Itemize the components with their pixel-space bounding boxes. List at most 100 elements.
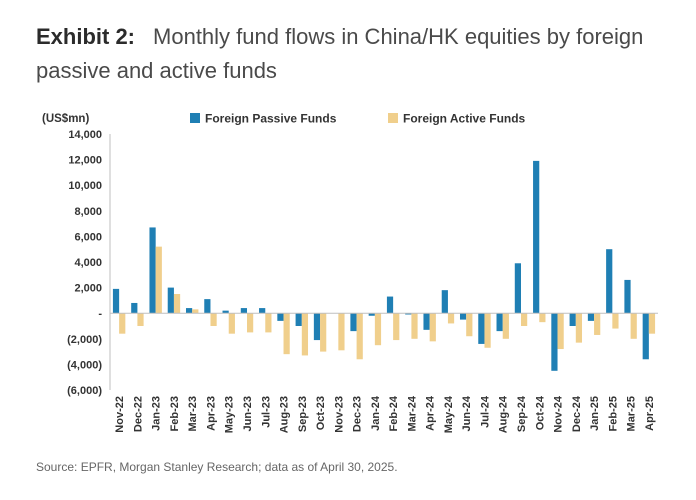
bar-passive-jul-23 [259,308,266,314]
x-tick-label: Apr-24 [425,395,437,431]
bar-passive-jun-23 [240,308,247,314]
legend-label-2: Foreign Active Funds [403,112,526,126]
source-note: Source: EPFR, Morgan Stanley Research; d… [36,460,398,474]
bar-active-may-23 [228,313,235,334]
x-tick-label: Jan-23 [151,396,163,431]
bar-passive-apr-25 [642,313,649,360]
x-tick-label: Dec-22 [132,396,144,432]
bar-active-apr-24 [429,313,436,342]
chart-area: (US$mn) Foreign Passive Funds Foreign Acti… [38,104,668,459]
y-tick-label: (2,000) [67,334,102,346]
bar-active-dec-23 [356,313,363,360]
y-axis-unit-label: (US$mn) [42,113,89,125]
bar-active-apr-25 [648,313,656,334]
x-tick-label: Jun-23 [242,396,254,431]
y-tick-label: 10,000 [68,180,102,192]
bar-passive-jan-24 [368,313,375,316]
bar-passive-apr-24 [423,313,430,330]
bar-passive-nov-22 [112,288,120,314]
x-tick-label: Jan-25 [589,396,601,431]
x-tick-label: Jul-23 [260,396,272,428]
y-tick-label: 12,000 [68,155,102,167]
x-tick-label: Dec-24 [571,395,583,432]
bar-passive-dec-24 [569,313,576,326]
y-tick-label: 14,000 [68,129,102,141]
bar-active-jul-24 [484,313,491,348]
bar-passive-feb-23 [167,287,174,314]
bar-active-nov-23 [338,313,345,351]
bar-active-mar-23 [192,309,199,314]
x-tick-label: Feb-23 [169,396,181,431]
x-tick-label: Mar-23 [187,396,199,431]
bar-passive-may-23 [222,310,229,314]
bar-active-may-24 [447,313,455,324]
x-tick-label: May-24 [443,395,455,433]
x-tick-label: Feb-24 [388,395,400,431]
bar-active-dec-24 [575,313,583,343]
bar-passive-apr-23 [204,299,211,314]
bar-passive-sep-23 [295,313,302,326]
y-tick-label: 2,000 [74,283,102,295]
bar-active-nov-24 [557,313,564,350]
x-tick-label: May-23 [224,396,236,433]
bar-passive-aug-24 [496,313,503,332]
x-tick-label: Mar-24 [406,395,418,431]
x-tick-label: Aug-24 [498,395,510,433]
x-tick-label: Jul-24 [479,395,491,428]
x-tick-label: Nov-23 [333,396,345,433]
bar-passive-nov-24 [551,313,558,371]
bar-active-feb-24 [393,313,400,341]
bar-active-mar-25 [630,313,637,339]
bar-active-sep-24 [521,313,528,326]
bar-active-feb-23 [173,294,181,314]
bar-active-jun-24 [466,313,473,337]
x-tick-label: Sep-23 [297,396,309,432]
x-tick-label: Aug-23 [279,396,291,433]
y-tick-label: (4,000) [67,359,102,371]
bar-active-nov-22 [119,313,126,334]
x-tick-label: Nov-22 [114,396,126,433]
x-tick-label: Jun-24 [461,395,473,431]
bar-passive-oct-24 [533,160,540,314]
bar-passive-jan-25 [587,313,595,321]
legend-swatch-1 [190,113,200,123]
bar-active-jan-23 [155,246,162,314]
bar-passive-mar-24 [405,313,412,315]
bar-passive-mar-23 [185,308,193,314]
y-tick-label: 4,000 [74,257,102,269]
x-tick-label: Dec-23 [352,396,364,432]
bar-active-dec-22 [137,313,144,326]
bar-active-aug-23 [283,313,290,355]
bar-passive-jun-24 [459,313,467,320]
bar-passive-jan-23 [149,227,156,314]
x-tick-label: Oct-23 [315,396,327,430]
x-tick-label: Jan-24 [370,395,382,431]
x-tick-label: Nov-24 [553,395,565,433]
bar-active-jul-23 [265,313,272,333]
x-tick-label: Mar-25 [626,396,638,431]
y-tick-label: - [98,308,102,320]
bar-active-oct-24 [539,313,546,323]
bar-active-jun-23 [247,313,254,333]
bar-active-sep-23 [301,313,309,356]
bar-passive-mar-25 [624,279,631,314]
bar-passive-dec-22 [131,302,138,314]
bar-active-apr-23 [210,313,217,326]
bar-active-jan-24 [374,313,382,346]
x-tick-label: Sep-24 [516,395,528,432]
exhibit-label: Exhibit 2: [36,24,136,49]
bar-passive-feb-24 [386,296,394,314]
x-tick-label: Apr-23 [205,396,217,431]
bar-passive-sep-24 [514,263,521,314]
chart-title: Monthly fund flows in China/HK equities … [36,24,644,83]
bar-passive-feb-25 [606,249,613,314]
bar-active-mar-24 [411,313,418,339]
bar-passive-dec-23 [350,313,357,332]
x-tick-label: Oct-24 [534,395,546,430]
bar-passive-oct-23 [313,313,321,341]
bar-active-jan-25 [594,313,601,335]
y-tick-label: 6,000 [74,231,102,243]
bar-passive-aug-23 [277,313,284,321]
x-tick-label: Apr-25 [644,396,656,431]
legend-label-1: Foreign Passive Funds [205,112,337,126]
